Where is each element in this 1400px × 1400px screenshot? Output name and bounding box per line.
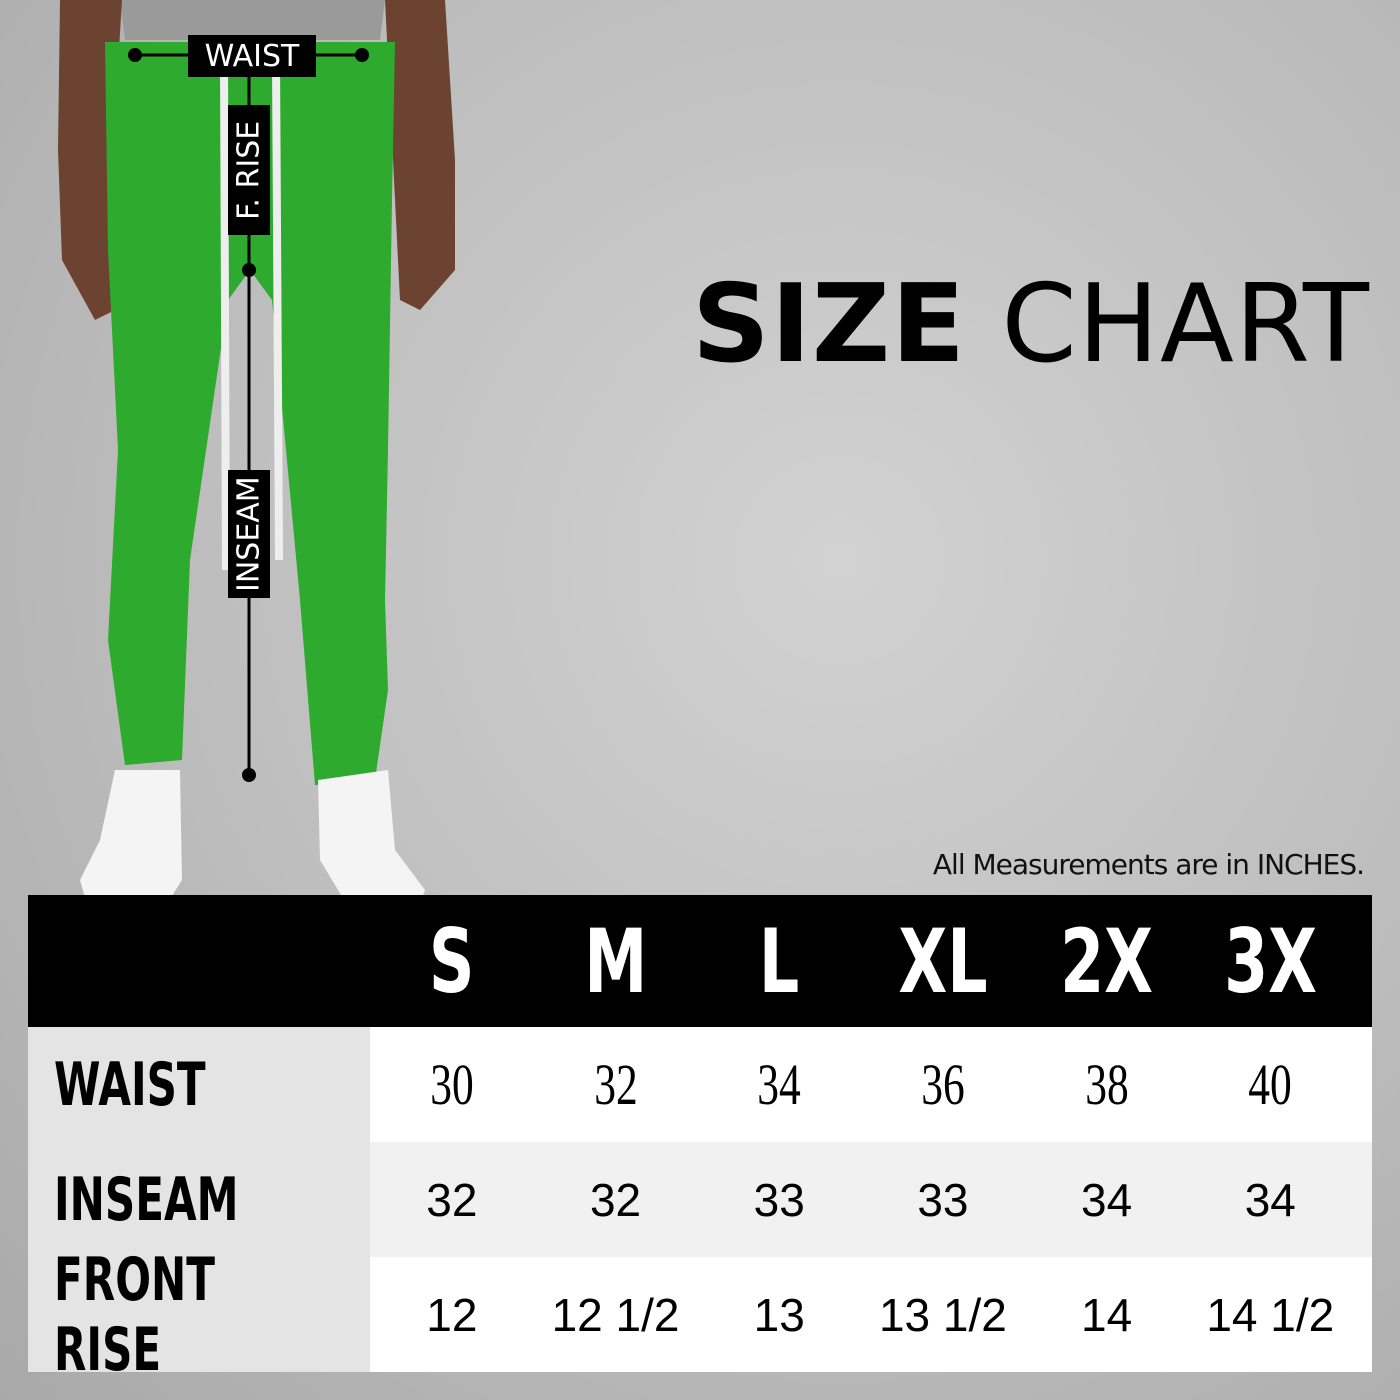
waist-tag: WAIST [188,35,316,77]
table-row: FRONT RISE 12 12 1/2 13 13 1/2 14 14 1/2 [28,1245,1372,1385]
table-cell: 13 1/2 [878,1288,1007,1341]
size-header: L [759,909,800,1013]
table-cell: 14 [1081,1288,1133,1341]
pants-shape [105,42,395,785]
row-label: INSEAM [28,1142,370,1257]
pants-illustration [58,0,455,918]
table-cell: 12 1/2 [551,1288,680,1341]
front-rise-tag: F. RISE [228,105,270,235]
inseam-tag: INSEAM [228,470,270,598]
size-header: 3X [1223,909,1317,1013]
table-cell: 34 [757,1052,801,1117]
table-cell: 14 1/2 [1206,1288,1335,1341]
title-bold: SIZE [691,262,966,387]
size-header: XL [898,909,988,1013]
table-cell: 40 [1248,1052,1293,1117]
table-cell: 13 [753,1288,805,1341]
size-header: 2X [1060,909,1154,1013]
size-header: S [429,909,475,1013]
left-shoe [80,770,182,915]
title-light: CHART [1001,262,1370,387]
table-cell: 33 [917,1173,969,1226]
right-shoe [318,770,425,918]
units-note: All Measurements are in INCHES. [932,848,1365,881]
table-cell: 32 [589,1173,642,1226]
model-figure: WAIST F. RISE INSEAM [0,0,520,930]
table-row: INSEAM 32 32 33 33 34 34 [28,1142,1372,1257]
row-label: WAIST [28,1027,370,1142]
size-header: M [583,909,648,1013]
size-header-row: S M L XL 2X 3X [28,895,1372,1027]
header-blank [28,895,370,1027]
table-cell: 38 [1084,1052,1129,1117]
table-row: WAIST 30 32 34 36 38 40 [28,1027,1372,1142]
table-cell: 36 [921,1052,965,1117]
table-cell: 32 [593,1052,638,1117]
row-label: FRONT RISE [28,1245,370,1385]
table-cell: 34 [1081,1173,1133,1226]
table-cell: 34 [1244,1173,1296,1226]
table-cell: 33 [753,1173,805,1226]
table-cell: 32 [426,1173,478,1226]
table-cell: 12 [426,1288,478,1341]
size-table: S M L XL 2X 3X WAIST 30 32 34 36 38 40 I… [28,895,1372,1385]
table-cell: 30 [430,1052,474,1117]
page-title: SIZE CHART [692,262,1370,387]
